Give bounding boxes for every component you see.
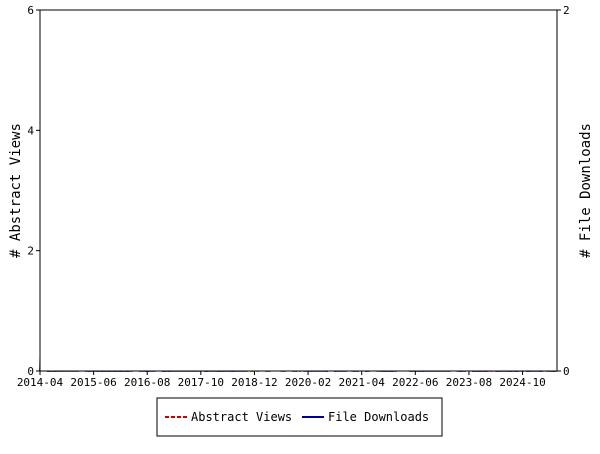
x-tick-label: 2021-04: [339, 376, 386, 389]
y-axis-right-title: # File Downloads: [578, 123, 594, 258]
legend-label-abstract-views: Abstract Views: [191, 410, 292, 424]
y-right-tick-label: 0: [563, 365, 570, 378]
y-left-tick-label: 2: [27, 245, 34, 258]
legend-box: [156, 397, 443, 437]
y-left-tick-label: 6: [27, 4, 34, 17]
x-tick-label: 2022-06: [392, 376, 438, 389]
y-left-tick-label: 4: [27, 124, 34, 137]
plot-frame: [39, 9, 558, 372]
x-tick-label: 2020-02: [285, 376, 331, 389]
legend: Abstract Views File Downloads: [156, 397, 443, 437]
x-tick-label: 2017-10: [178, 376, 224, 389]
x-tick-label: 2016-08: [124, 376, 170, 389]
y-axis-left-title: # Abstract Views: [8, 123, 24, 258]
x-tick-label: 2015-06: [70, 376, 116, 389]
y-right-tick-label: 2: [563, 4, 570, 17]
axes: 0 2 4 6 0 2 2014-04 2015-06 2016-08 2017-10 2018-1…: [8, 4, 594, 389]
legend-label-file-downloads: File Downloads: [328, 410, 429, 424]
x-tick-label: 2018-12: [231, 376, 277, 389]
x-tick-label: 2024-10: [499, 376, 545, 389]
y-left-tick-label: 0: [27, 365, 34, 378]
x-tick-label: 2014-04: [17, 376, 64, 389]
x-tick-label: 2023-08: [446, 376, 492, 389]
